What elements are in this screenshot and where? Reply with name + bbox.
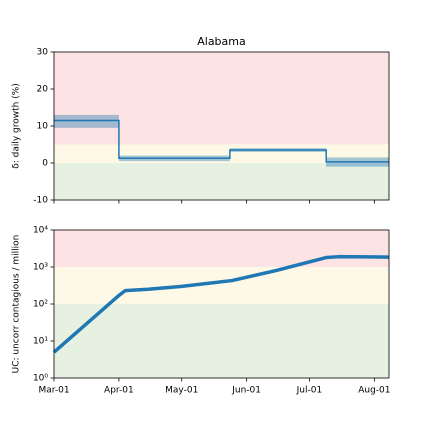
zone — [54, 52, 389, 145]
y-tick-label: 10² — [33, 300, 48, 310]
confidence-band — [54, 114, 119, 128]
y-tick-label: 0 — [42, 159, 48, 169]
zone — [54, 230, 389, 267]
y-tick-label: 10⁴ — [33, 226, 48, 236]
axes-frame — [53, 229, 390, 379]
y-tick-label: 30 — [37, 48, 49, 58]
x-tick-label: Jul-01 — [296, 386, 323, 396]
y-tick-label: 10 — [37, 122, 49, 132]
x-tick-label: Mar-01 — [38, 386, 69, 396]
x-tick-label: May-01 — [165, 386, 198, 396]
step-line — [54, 119, 389, 163]
y-axis-label: UC: uncorr contagious / million — [12, 235, 22, 374]
zone — [54, 163, 389, 200]
chart-title: Alabama — [197, 35, 246, 48]
y-tick-label: -10 — [33, 196, 48, 206]
x-tick-label: Jun-01 — [231, 386, 261, 396]
axes-frame — [53, 51, 390, 201]
y-tick-label: 20 — [37, 85, 49, 95]
y-tick-label: 10³ — [33, 263, 48, 273]
y-tick-label: 10⁰ — [33, 374, 48, 384]
zone — [54, 304, 389, 378]
zone — [54, 267, 389, 304]
y-tick-label: 10¹ — [33, 337, 48, 347]
line — [52, 254, 390, 354]
x-tick-label: Apr-01 — [104, 386, 134, 396]
x-tick-label: Aug-01 — [358, 386, 390, 396]
y-axis-label: δ: daily growth (%) — [12, 83, 22, 169]
